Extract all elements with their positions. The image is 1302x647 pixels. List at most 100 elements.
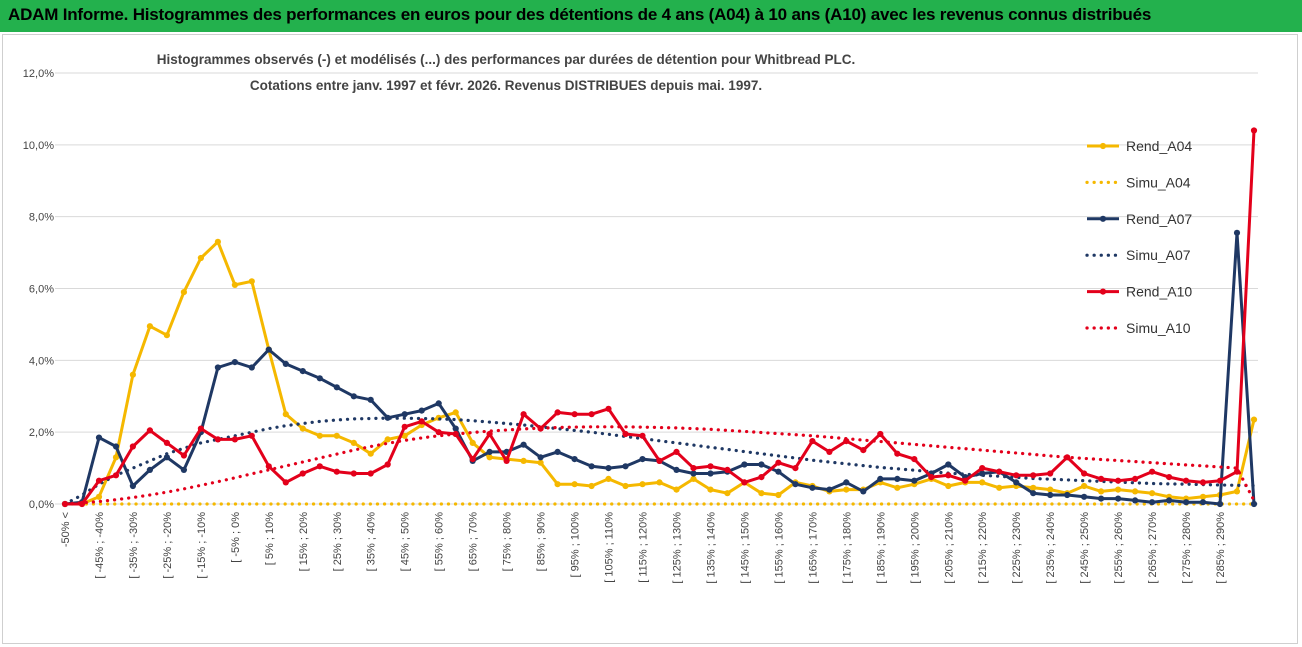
x-tick-label: [ -15% ; -10%	[196, 512, 208, 579]
legend: Rend_A04 Simu_A04 Rend_A07 Simu_A07 Rend_A10…	[1085, 138, 1192, 336]
data-point	[826, 448, 833, 455]
data-point	[299, 470, 306, 477]
data-point	[639, 481, 646, 488]
data-point	[894, 484, 901, 491]
x-tick-label: [ 125% ; 130%	[671, 512, 683, 584]
x-tick-label: [ -35% ; -30%	[128, 512, 140, 579]
data-point	[860, 488, 867, 495]
data-point	[418, 407, 425, 414]
data-point	[724, 466, 731, 473]
x-tick-label: [ 85% ; 90%	[536, 512, 548, 572]
data-point	[1199, 499, 1207, 506]
data-point	[945, 472, 952, 479]
x-tick-label: [ 155% ; 160%	[773, 512, 785, 584]
data-point	[996, 468, 1003, 475]
data-point	[452, 425, 459, 432]
data-point	[928, 474, 935, 481]
x-tick-label: [ 175% ; 180%	[841, 512, 853, 584]
data-point	[792, 481, 799, 488]
data-point	[146, 427, 153, 434]
data-point	[979, 465, 986, 472]
x-tick-label: [ -45% ; -40%	[94, 512, 106, 579]
x-tick-label: [ 55% ; 60%	[434, 512, 446, 572]
chart-title-line2: Cotations entre janv. 1997 et févr. 2026…	[250, 78, 762, 93]
x-tick-label: [ 95% ; 100%	[570, 512, 582, 578]
data-point	[163, 439, 170, 446]
legend-label: Simu_A07	[1126, 247, 1191, 263]
x-tick-label: [ 35% ; 40%	[366, 512, 378, 572]
data-point	[571, 481, 578, 488]
data-point	[350, 393, 357, 400]
x-tick-label: [ 235% ; 240%	[1045, 512, 1057, 584]
data-point	[367, 450, 374, 457]
data-point	[1250, 127, 1258, 134]
data-point	[1013, 479, 1020, 486]
data-point	[180, 452, 187, 459]
data-point	[911, 456, 918, 463]
data-point	[1132, 488, 1139, 495]
data-point	[707, 470, 714, 477]
data-point	[248, 278, 255, 285]
y-axis: 0,0% 2,0% 4,0% 6,0% 8,0% 10,0% 12,0%	[23, 68, 54, 511]
data-point	[95, 477, 103, 484]
report-title: ADAM Informe. Histogrammes des performan…	[8, 5, 1152, 24]
data-point	[214, 364, 221, 371]
data-point	[1216, 500, 1224, 508]
data-point	[384, 436, 391, 443]
data-point	[316, 463, 323, 470]
data-point	[231, 436, 238, 443]
data-point	[656, 457, 663, 464]
data-point	[1149, 499, 1156, 506]
data-point	[656, 479, 663, 486]
data-point	[299, 425, 306, 432]
data-point	[537, 454, 544, 461]
data-point	[979, 479, 986, 486]
data-point	[469, 439, 476, 446]
data-point	[1250, 500, 1258, 508]
data-point	[265, 346, 272, 353]
legend-item-simu-a10: Simu_A10	[1085, 320, 1191, 336]
data-point	[1030, 484, 1037, 491]
data-point	[724, 490, 731, 497]
data-point	[1183, 477, 1190, 484]
data-point	[112, 472, 120, 479]
data-point	[605, 475, 612, 482]
y-tick-label: 4,0%	[29, 355, 54, 367]
data-point	[163, 454, 170, 461]
data-point	[877, 430, 884, 438]
x-tick-label: [ 195% ; 200%	[909, 512, 921, 584]
data-point	[588, 463, 595, 470]
data-point	[1115, 495, 1122, 502]
data-point	[1064, 491, 1071, 499]
x-tick-label: [ 15% ; 20%	[298, 512, 310, 572]
data-point	[707, 486, 714, 493]
y-tick-label: 0,0%	[29, 499, 54, 511]
data-point	[554, 481, 561, 488]
data-point	[1047, 486, 1054, 493]
data-point	[843, 479, 850, 486]
data-point	[673, 466, 680, 473]
data-point	[265, 463, 272, 470]
data-point	[775, 468, 782, 475]
data-point	[333, 432, 340, 439]
data-point	[1081, 493, 1088, 500]
x-tick-label: [ 115% ; 120%	[638, 512, 650, 583]
x-tick-label: [ 5% ; 10%	[264, 512, 276, 565]
data-point	[758, 474, 765, 481]
x-tick-label: [ -5% ; 0%	[230, 512, 242, 563]
data-point	[95, 493, 103, 500]
data-point	[588, 411, 595, 418]
series-group	[61, 127, 1258, 508]
x-tick-label: [ -25% ; -20%	[162, 512, 174, 579]
data-point	[1149, 490, 1156, 497]
data-point	[1047, 491, 1054, 499]
data-point	[282, 360, 289, 367]
data-point	[554, 448, 561, 455]
x-tick-label: [ 285% ; 290%	[1215, 512, 1227, 584]
data-point	[180, 466, 187, 473]
data-point	[129, 482, 136, 490]
data-point	[945, 482, 952, 490]
legend-item-rend-a10: Rend_A10	[1087, 284, 1192, 300]
data-point	[673, 448, 680, 455]
